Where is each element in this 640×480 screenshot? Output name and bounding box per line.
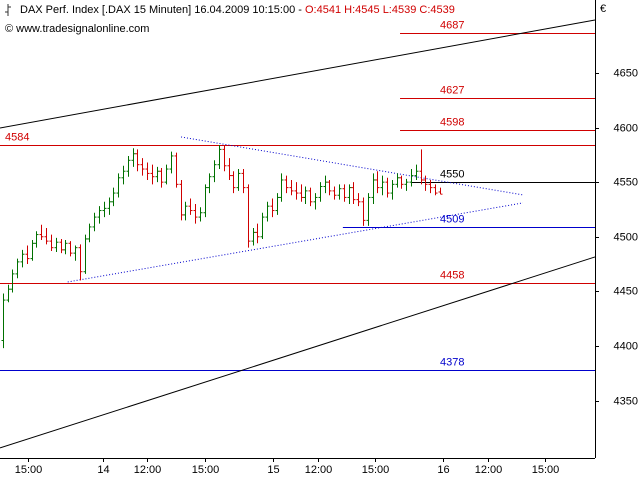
trend-line bbox=[0, 19, 596, 129]
x-tick-label: 15:00 bbox=[532, 464, 560, 476]
level-label: 4627 bbox=[440, 84, 464, 96]
x-tick-label: 12:00 bbox=[475, 464, 503, 476]
header-title: DAX Perf. Index [.DAX 15 Minuten] bbox=[20, 4, 191, 16]
level-label: 4687 bbox=[440, 19, 464, 31]
trend-line bbox=[0, 256, 596, 449]
y-tick-label: 4450 bbox=[614, 285, 638, 297]
y-tick-label: 4500 bbox=[614, 231, 638, 243]
icon bbox=[5, 4, 11, 16]
level-label: 4458 bbox=[440, 269, 464, 281]
level-label: 4378 bbox=[440, 356, 464, 368]
x-tick-label: 15:00 bbox=[15, 464, 43, 476]
y-tick-label: 4650 bbox=[614, 67, 638, 79]
x-tick-label: 15:00 bbox=[362, 464, 390, 476]
y-tick-label: 4400 bbox=[614, 340, 638, 352]
x-tick-label: 15 bbox=[267, 464, 279, 476]
header-low: L:4539 bbox=[383, 4, 417, 16]
y-tick-label: 4550 bbox=[614, 176, 638, 188]
header-high: H:4545 bbox=[344, 4, 379, 16]
header-open: O:4541 bbox=[305, 4, 341, 16]
x-tick-label: 16 bbox=[437, 464, 449, 476]
level-label: 4584 bbox=[5, 131, 29, 143]
currency: € bbox=[600, 3, 606, 15]
header-datetime: 16.04.2009 10:15:00 - bbox=[194, 4, 302, 16]
level-label: 4550 bbox=[440, 168, 464, 180]
level-label: 4598 bbox=[440, 116, 464, 128]
trend-line bbox=[180, 136, 524, 196]
x-tick-label: 14 bbox=[97, 464, 109, 476]
header-close: C:4539 bbox=[419, 4, 454, 16]
x-tick-label: 15:00 bbox=[192, 464, 220, 476]
watermark: © www.tradesignalonline.com bbox=[5, 23, 149, 35]
x-tick-label: 12:00 bbox=[305, 464, 333, 476]
y-tick-label: 4350 bbox=[614, 395, 638, 407]
header: DAX Perf. Index [.DAX 15 Minuten] 16.04.… bbox=[20, 4, 455, 16]
y-tick-label: 4600 bbox=[614, 122, 638, 134]
trend-line bbox=[67, 202, 524, 283]
x-tick-label: 12:00 bbox=[134, 464, 162, 476]
